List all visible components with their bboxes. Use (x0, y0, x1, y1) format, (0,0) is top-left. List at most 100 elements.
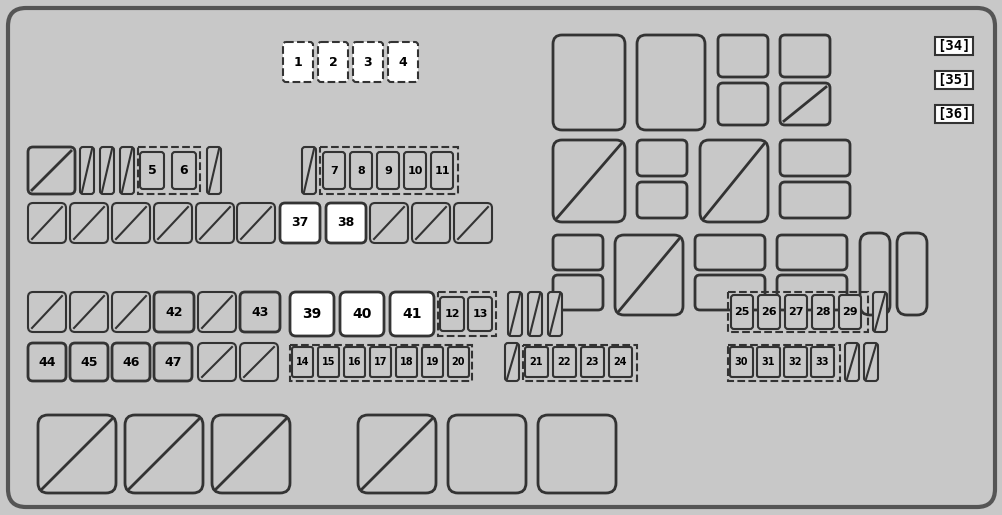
FancyBboxPatch shape (396, 347, 417, 377)
Bar (320, 147, 458, 194)
FancyBboxPatch shape (717, 83, 768, 125)
FancyBboxPatch shape (552, 35, 624, 130)
Text: 29: 29 (842, 307, 857, 317)
FancyBboxPatch shape (468, 297, 492, 331)
Text: 2: 2 (329, 56, 337, 68)
Text: 24: 24 (613, 357, 626, 367)
Text: 18: 18 (399, 357, 413, 367)
FancyBboxPatch shape (614, 235, 682, 315)
Text: 46: 46 (122, 355, 139, 369)
Text: 21: 21 (529, 357, 543, 367)
Text: 39: 39 (302, 307, 322, 321)
FancyBboxPatch shape (448, 347, 469, 377)
FancyBboxPatch shape (422, 347, 443, 377)
FancyBboxPatch shape (195, 203, 233, 243)
FancyBboxPatch shape (872, 292, 886, 332)
FancyBboxPatch shape (370, 203, 408, 243)
FancyBboxPatch shape (154, 343, 191, 381)
FancyBboxPatch shape (377, 152, 399, 189)
FancyBboxPatch shape (729, 347, 753, 377)
FancyBboxPatch shape (80, 147, 94, 194)
Text: 32: 32 (788, 357, 802, 367)
Text: 26: 26 (761, 307, 776, 317)
FancyBboxPatch shape (28, 147, 75, 194)
Text: 6: 6 (179, 164, 188, 177)
FancyBboxPatch shape (547, 292, 561, 336)
FancyBboxPatch shape (580, 347, 603, 377)
Text: 45: 45 (80, 355, 97, 369)
FancyBboxPatch shape (388, 42, 418, 82)
Text: [36]: [36] (936, 107, 970, 121)
FancyBboxPatch shape (28, 292, 66, 332)
FancyBboxPatch shape (70, 343, 108, 381)
Text: 27: 27 (788, 307, 803, 317)
FancyBboxPatch shape (112, 292, 150, 332)
FancyBboxPatch shape (527, 292, 541, 336)
FancyBboxPatch shape (552, 275, 602, 310)
FancyBboxPatch shape (440, 297, 464, 331)
FancyBboxPatch shape (537, 415, 615, 493)
FancyBboxPatch shape (811, 347, 834, 377)
FancyBboxPatch shape (859, 233, 889, 315)
FancyBboxPatch shape (28, 343, 66, 381)
FancyBboxPatch shape (431, 152, 453, 189)
FancyBboxPatch shape (777, 275, 846, 310)
FancyBboxPatch shape (100, 147, 114, 194)
Bar (727, 292, 867, 332)
FancyBboxPatch shape (757, 347, 780, 377)
FancyBboxPatch shape (353, 42, 383, 82)
Bar (727, 345, 839, 381)
FancyBboxPatch shape (340, 292, 384, 336)
FancyBboxPatch shape (504, 343, 518, 381)
FancyBboxPatch shape (717, 35, 768, 77)
Text: 22: 22 (557, 357, 571, 367)
FancyBboxPatch shape (70, 292, 108, 332)
Text: 11: 11 (434, 165, 449, 176)
FancyBboxPatch shape (699, 140, 768, 222)
FancyBboxPatch shape (140, 152, 164, 189)
Text: 37: 37 (291, 216, 309, 230)
Text: 20: 20 (451, 357, 465, 367)
FancyBboxPatch shape (112, 343, 150, 381)
FancyBboxPatch shape (326, 203, 366, 243)
Text: 23: 23 (585, 357, 598, 367)
Text: 7: 7 (330, 165, 338, 176)
FancyBboxPatch shape (292, 347, 313, 377)
FancyBboxPatch shape (171, 152, 195, 189)
FancyBboxPatch shape (390, 292, 434, 336)
FancyBboxPatch shape (758, 295, 780, 329)
FancyBboxPatch shape (323, 152, 345, 189)
Text: 44: 44 (38, 355, 56, 369)
FancyBboxPatch shape (552, 235, 602, 270)
FancyBboxPatch shape (552, 140, 624, 222)
FancyBboxPatch shape (350, 152, 372, 189)
Text: 16: 16 (348, 357, 361, 367)
Text: 10: 10 (407, 165, 422, 176)
FancyBboxPatch shape (38, 415, 116, 493)
FancyBboxPatch shape (280, 203, 320, 243)
FancyBboxPatch shape (636, 182, 686, 218)
FancyBboxPatch shape (358, 415, 436, 493)
Text: 42: 42 (165, 305, 182, 318)
Text: 19: 19 (425, 357, 439, 367)
FancyBboxPatch shape (236, 203, 275, 243)
FancyBboxPatch shape (694, 275, 765, 310)
Text: 1: 1 (294, 56, 302, 68)
FancyBboxPatch shape (28, 203, 66, 243)
FancyBboxPatch shape (454, 203, 492, 243)
Text: 38: 38 (337, 216, 355, 230)
FancyBboxPatch shape (608, 347, 631, 377)
FancyBboxPatch shape (290, 292, 334, 336)
FancyBboxPatch shape (636, 140, 686, 176)
Bar (290, 345, 472, 381)
Text: [34]: [34] (936, 39, 970, 53)
Bar (522, 345, 636, 381)
Text: 9: 9 (384, 165, 392, 176)
Text: 17: 17 (374, 357, 387, 367)
FancyBboxPatch shape (780, 182, 849, 218)
Text: 12: 12 (444, 309, 459, 319)
Text: 41: 41 (402, 307, 421, 321)
FancyBboxPatch shape (370, 347, 391, 377)
FancyBboxPatch shape (636, 35, 704, 130)
FancyBboxPatch shape (154, 292, 193, 332)
